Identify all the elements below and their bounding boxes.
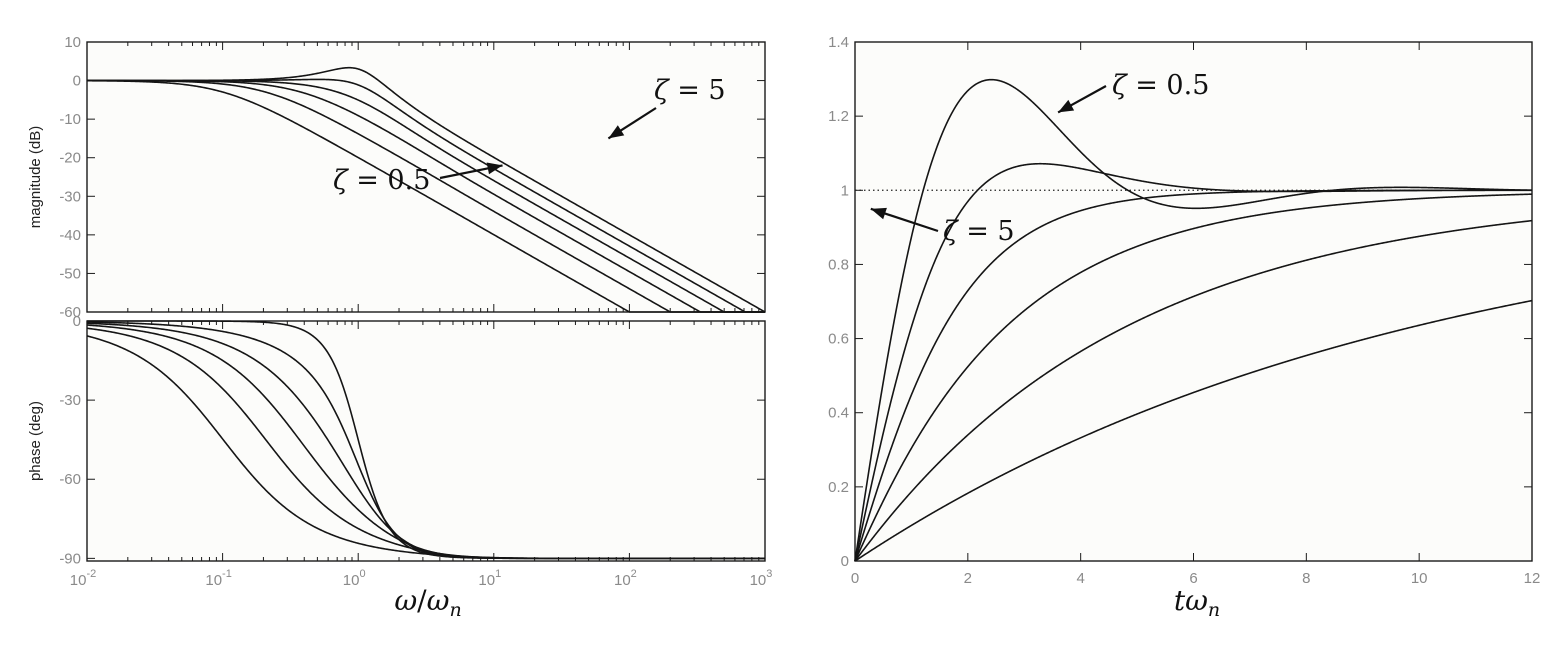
x-tick-label: 8	[1302, 570, 1310, 587]
y-tick-label: 0.2	[828, 479, 849, 496]
annotation-zeta-05-step: ζ = 0.5	[1112, 70, 1209, 101]
step-curve-zeta-0.5	[854, 78, 1533, 562]
zeta-5-magnitude-arrow-head	[608, 125, 625, 139]
zeta-05-magnitude-arrow-head	[486, 162, 503, 175]
annotation-zeta-05-magnitude: ζ = 0.5	[333, 165, 430, 196]
y-tick-label: 1	[841, 182, 849, 199]
y-tick-label: 0.8	[828, 256, 849, 273]
step-curve-zeta-5	[854, 299, 1533, 562]
step-curves	[854, 78, 1533, 562]
zeta-05-step-arrow-head	[1058, 99, 1075, 113]
y-tick-label: 1.2	[828, 108, 849, 125]
x-tick-label: 10	[1411, 570, 1428, 587]
y-tick-label: -90	[59, 550, 81, 567]
frequency-x-axis-label: ω/ωn	[394, 584, 461, 621]
y-tick-label: 0	[73, 313, 81, 330]
magnitude-curve-zeta-5	[86, 79, 765, 313]
step-response-panel: 0 0.2 0.4 0.6 0.8 1 1.2 1.4 0 2 4 6 8 10 12 tωn ζ = 0…	[828, 34, 1540, 621]
x-tick-label: 10-1	[205, 568, 231, 589]
phase-ticks	[86, 320, 766, 561]
y-tick-label: 1.4	[828, 34, 849, 51]
step-annotation-arrows	[870, 85, 1107, 233]
phase-curves	[86, 320, 765, 560]
bode-magnitude-panel: 10 0 -10 -20 -30 -40 -50 -60 magnitude (dB) ζ =…	[27, 34, 766, 321]
magnitude-y-tick-labels: 10 0 -10 -20 -30 -40 -50 -60	[59, 34, 81, 321]
y-tick-label: 10	[64, 34, 81, 51]
step-plot-area	[854, 41, 1533, 562]
magnitude-curve-zeta-1.5	[87, 79, 765, 313]
phase-plot-area	[86, 320, 766, 562]
y-tick-label: -10	[59, 111, 81, 128]
magnitude-ticks	[86, 41, 766, 313]
magnitude-curve-zeta-2.5	[87, 79, 765, 313]
magnitude-curves	[86, 66, 766, 313]
x-tick-label: 101	[478, 568, 501, 589]
x-tick-label: 4	[1076, 570, 1084, 587]
x-tick-label: 102	[614, 568, 637, 589]
y-tick-label: 0	[73, 73, 81, 90]
y-tick-label: 0.6	[828, 331, 849, 348]
step-curve-zeta-1.5	[854, 193, 1533, 562]
y-tick-label: -60	[59, 304, 81, 321]
phase-y-tick-labels: 0 -30 -60 -90	[59, 313, 81, 567]
y-tick-label: -30	[59, 188, 81, 205]
x-tick-label: 12	[1524, 570, 1541, 587]
step-x-tick-labels: 0 2 4 6 8 10 12	[851, 570, 1541, 587]
y-tick-label: -30	[59, 392, 81, 409]
x-tick-label: 0	[851, 570, 859, 587]
step-curve-zeta-2.5	[854, 219, 1533, 562]
annotation-zeta-5-step: ζ = 5	[943, 216, 1015, 247]
step-y-tick-labels: 0 0.2 0.4 0.6 0.8 1 1.2 1.4	[828, 34, 849, 570]
y-tick-label: 0.4	[828, 405, 849, 422]
zeta-5-step-arrow-head	[870, 207, 887, 220]
bode-phase-panel: 0 -30 -60 -90 10-2 10-1 100 101 102 103 phase (d…	[27, 313, 772, 621]
y-tick-label: -60	[59, 471, 81, 488]
magnitude-y-axis-label: magnitude (dB)	[27, 126, 44, 229]
y-tick-label: -20	[59, 150, 81, 167]
x-tick-label: 103	[750, 568, 773, 589]
magnitude-annotation-arrows	[439, 107, 657, 180]
y-tick-label: 0	[841, 553, 849, 570]
annotation-zeta-5-magnitude: ζ = 5	[654, 75, 726, 106]
x-tick-label: 100	[343, 568, 366, 589]
time-x-axis-label: tωn	[1174, 584, 1220, 621]
y-tick-label: -50	[59, 265, 81, 282]
y-tick-label: -40	[59, 227, 81, 244]
step-curve-zeta-1	[854, 189, 1532, 562]
x-tick-label: 2	[964, 570, 972, 587]
x-tick-label: 6	[1189, 570, 1197, 587]
phase-y-axis-label: phase (deg)	[27, 401, 44, 481]
phase-curve-zeta-5	[86, 335, 765, 560]
phase-x-tick-labels: 10-2 10-1 100 101 102 103	[70, 568, 773, 589]
x-tick-label: 10-2	[70, 568, 96, 589]
